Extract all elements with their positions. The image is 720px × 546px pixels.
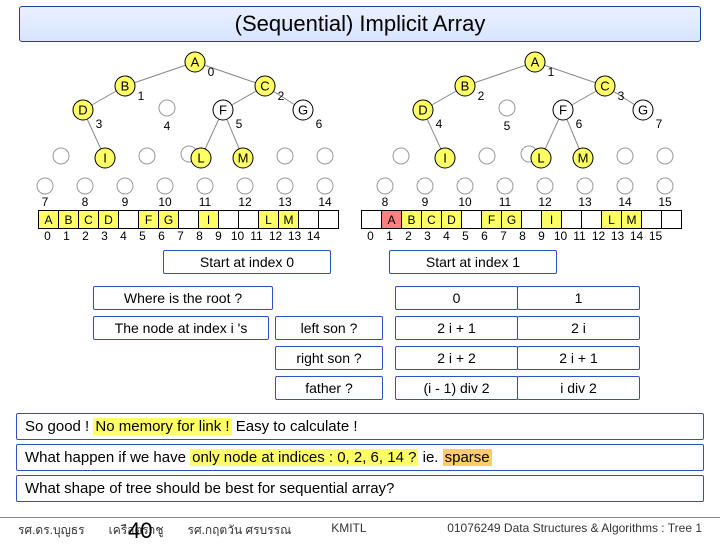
- a1-left: 2 i: [517, 316, 640, 340]
- start-0: Start at index 0: [163, 250, 331, 274]
- page-number: 40: [128, 518, 152, 544]
- note-3: What shape of tree should be best for se…: [16, 475, 704, 502]
- a1-right: 2 i + 1: [517, 346, 640, 370]
- svg-text:3: 3: [96, 117, 103, 131]
- svg-text:4: 4: [164, 119, 171, 133]
- svg-text:5: 5: [236, 117, 243, 131]
- svg-text:I: I: [443, 151, 447, 166]
- starts-row: Start at index 0 Start at index 1: [0, 247, 720, 277]
- q-root: Where is the root ?: [93, 286, 273, 310]
- svg-text:12: 12: [238, 195, 252, 208]
- svg-text:14: 14: [318, 195, 332, 208]
- svg-text:11: 11: [499, 195, 512, 208]
- svg-text:2: 2: [278, 89, 285, 103]
- svg-text:1: 1: [548, 65, 555, 79]
- q-node: The node at index i 's: [93, 316, 269, 340]
- svg-text:D: D: [418, 103, 427, 118]
- svg-text:11: 11: [199, 195, 212, 208]
- arrays-row: ABCDFGILM 01234567891011121314 ABCDFGILM…: [0, 210, 720, 243]
- svg-text:M: M: [238, 151, 249, 166]
- svg-text:5: 5: [504, 119, 511, 133]
- svg-text:D: D: [78, 103, 87, 118]
- svg-text:L: L: [197, 151, 204, 166]
- q-left: left son ?: [275, 316, 383, 340]
- footer-author1: รศ.ดร.บุญธร: [0, 521, 85, 540]
- a1-root: 1: [517, 286, 640, 310]
- svg-text:9: 9: [122, 195, 129, 208]
- svg-text:F: F: [219, 103, 227, 118]
- trees-row: ABCDFGILM01235647891011121314 ABCDFGILM1…: [0, 46, 720, 208]
- svg-text:A: A: [191, 55, 200, 70]
- footer: รศ.ดร.บุญธร เครือตราชู รศ.กฤตวัน ศรบรรณ …: [0, 517, 720, 540]
- notes: So good ! No memory for link ! Easy to c…: [16, 413, 704, 502]
- questions: Where is the root ? The node at index i …: [93, 283, 383, 403]
- svg-text:13: 13: [578, 195, 592, 208]
- footer-center: KMITL: [291, 521, 366, 540]
- svg-text:4: 4: [436, 117, 443, 131]
- svg-text:1: 1: [138, 89, 145, 103]
- tree-left: ABCDFGILM01235647891011121314: [25, 46, 355, 208]
- svg-text:I: I: [103, 151, 107, 166]
- answers-0: 0 2 i + 1 2 i + 2 (i - 1) div 2: [395, 283, 505, 403]
- footer-right: 01076249 Data Structures & Algorithms : …: [447, 521, 720, 540]
- a1-father: i div 2: [517, 376, 640, 400]
- svg-text:G: G: [298, 103, 308, 118]
- slide-title: (Sequential) Implicit Array: [19, 6, 701, 42]
- svg-text:3: 3: [618, 89, 625, 103]
- svg-text:0: 0: [208, 65, 215, 79]
- svg-text:C: C: [600, 79, 609, 94]
- tree-right: ABCDFGILM123467589101112131415: [365, 46, 695, 208]
- svg-text:8: 8: [82, 195, 89, 208]
- a0-left: 2 i + 1: [395, 316, 518, 340]
- svg-text:6: 6: [576, 117, 583, 131]
- svg-text:8: 8: [382, 195, 389, 208]
- svg-text:10: 10: [158, 195, 172, 208]
- svg-text:6: 6: [316, 117, 323, 131]
- svg-text:12: 12: [538, 195, 552, 208]
- svg-text:M: M: [578, 151, 589, 166]
- svg-text:7: 7: [42, 195, 49, 208]
- a0-right: 2 i + 2: [395, 346, 518, 370]
- note-2: What happen if we have only node at indi…: [16, 444, 704, 471]
- svg-text:7: 7: [656, 117, 663, 131]
- answers-1: 1 2 i 2 i + 1 i div 2: [517, 283, 627, 403]
- svg-text:B: B: [121, 79, 130, 94]
- a0-root: 0: [395, 286, 518, 310]
- svg-text:G: G: [638, 103, 648, 118]
- q-father: father ?: [275, 376, 383, 400]
- formula-row: Where is the root ? The node at index i …: [0, 283, 720, 403]
- note-1: So good ! No memory for link ! Easy to c…: [16, 413, 704, 440]
- array-1: ABCDFGILM 0123456789101112131415: [361, 210, 682, 243]
- svg-text:A: A: [531, 55, 540, 70]
- q-right: right son ?: [275, 346, 383, 370]
- footer-author3: รศ.กฤตวัน ศรบรรณ: [164, 521, 292, 540]
- svg-text:14: 14: [618, 195, 632, 208]
- svg-text:F: F: [559, 103, 567, 118]
- svg-text:L: L: [537, 151, 544, 166]
- a0-father: (i - 1) div 2: [395, 376, 518, 400]
- svg-text:15: 15: [658, 195, 672, 208]
- svg-text:9: 9: [422, 195, 429, 208]
- svg-text:13: 13: [278, 195, 292, 208]
- array-0: ABCDFGILM 01234567891011121314: [38, 210, 339, 243]
- svg-text:10: 10: [458, 195, 472, 208]
- svg-text:C: C: [260, 79, 269, 94]
- svg-text:B: B: [461, 79, 470, 94]
- start-1: Start at index 1: [389, 250, 557, 274]
- svg-text:2: 2: [478, 89, 485, 103]
